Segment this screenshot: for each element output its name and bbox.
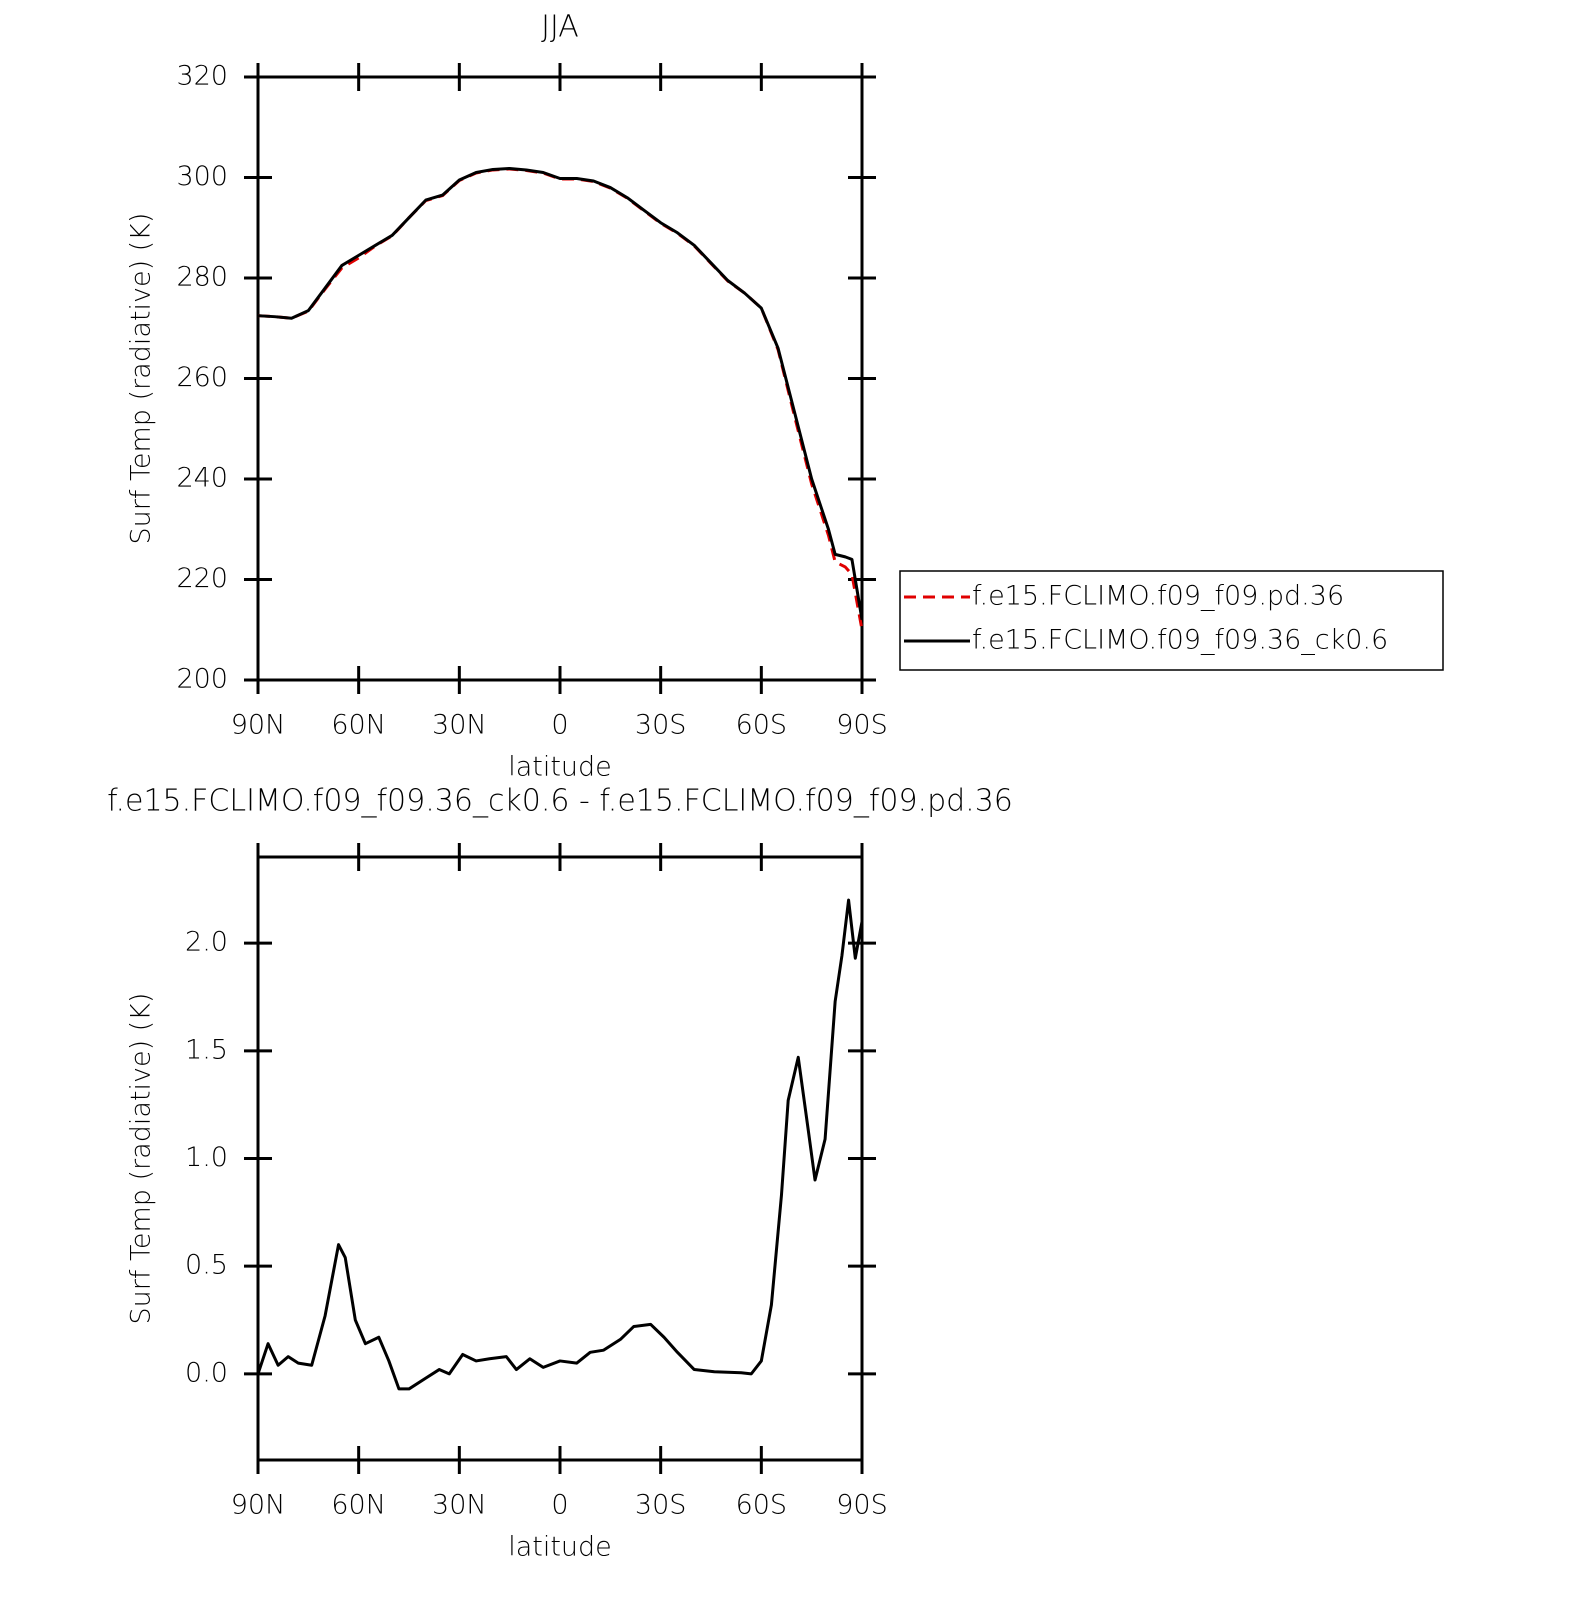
legend-box — [899, 570, 1444, 671]
y-tick-label: 0.5 — [185, 1250, 228, 1281]
y-axis-label: Surf Temp (radiative) (K) — [126, 213, 157, 545]
x-axis-label: latitude — [508, 752, 612, 783]
y-tick-label: 260 — [176, 362, 228, 393]
x-tick-label: 30S — [635, 710, 687, 741]
x-tick-label: 30N — [432, 1490, 487, 1521]
chart-title: JJA — [541, 10, 579, 45]
x-tick-label: 60S — [736, 1490, 788, 1521]
y-tick-label: 0.0 — [185, 1357, 228, 1388]
x-tick-label: 0 — [551, 710, 568, 741]
y-tick-label: 2.0 — [185, 927, 228, 958]
y-tick-label: 320 — [176, 61, 228, 92]
y-tick-label: 240 — [176, 463, 228, 494]
x-tick-label: 0 — [551, 1490, 568, 1521]
y-tick-label: 220 — [176, 563, 228, 594]
y-tick-label: 1.5 — [185, 1034, 228, 1065]
x-tick-label: 90N — [231, 710, 286, 741]
y-tick-label: 280 — [176, 262, 228, 293]
data-line — [257, 167, 864, 631]
x-tick-label: 60S — [736, 710, 788, 741]
x-tick-label: 60N — [331, 1490, 386, 1521]
y-tick-label: 1.0 — [185, 1142, 228, 1173]
legend: f.e15.FCLIMO.f09_f09.pd.36 f.e15.FCLIMO.f… — [899, 570, 1444, 671]
x-tick-label: 90S — [836, 1490, 888, 1521]
x-tick-label: 30S — [635, 1490, 687, 1521]
x-tick-label: 90S — [836, 710, 888, 741]
data-line — [257, 166, 864, 620]
x-tick-label: 30N — [432, 710, 487, 741]
plot-frame — [256, 75, 864, 682]
x-tick-label: 90N — [231, 1490, 286, 1521]
legend-label: f.e15.FCLIMO.f09_f09.36_ck0.6 — [972, 625, 1388, 656]
y-axis-label: Surf Temp (radiative) (K) — [126, 993, 157, 1325]
data-line — [256, 898, 864, 1391]
plot-frame — [256, 855, 864, 1462]
y-tick-label: 300 — [176, 161, 228, 192]
x-tick-label: 60N — [331, 710, 386, 741]
legend-label: f.e15.FCLIMO.f09_f09.pd.36 — [972, 581, 1344, 612]
chart-title: f.e15.FCLIMO.f09_f09.36_ck0.6 - f.e15.FC… — [107, 784, 1013, 819]
y-tick-label: 200 — [176, 664, 228, 695]
x-axis-label: latitude — [508, 1532, 612, 1563]
